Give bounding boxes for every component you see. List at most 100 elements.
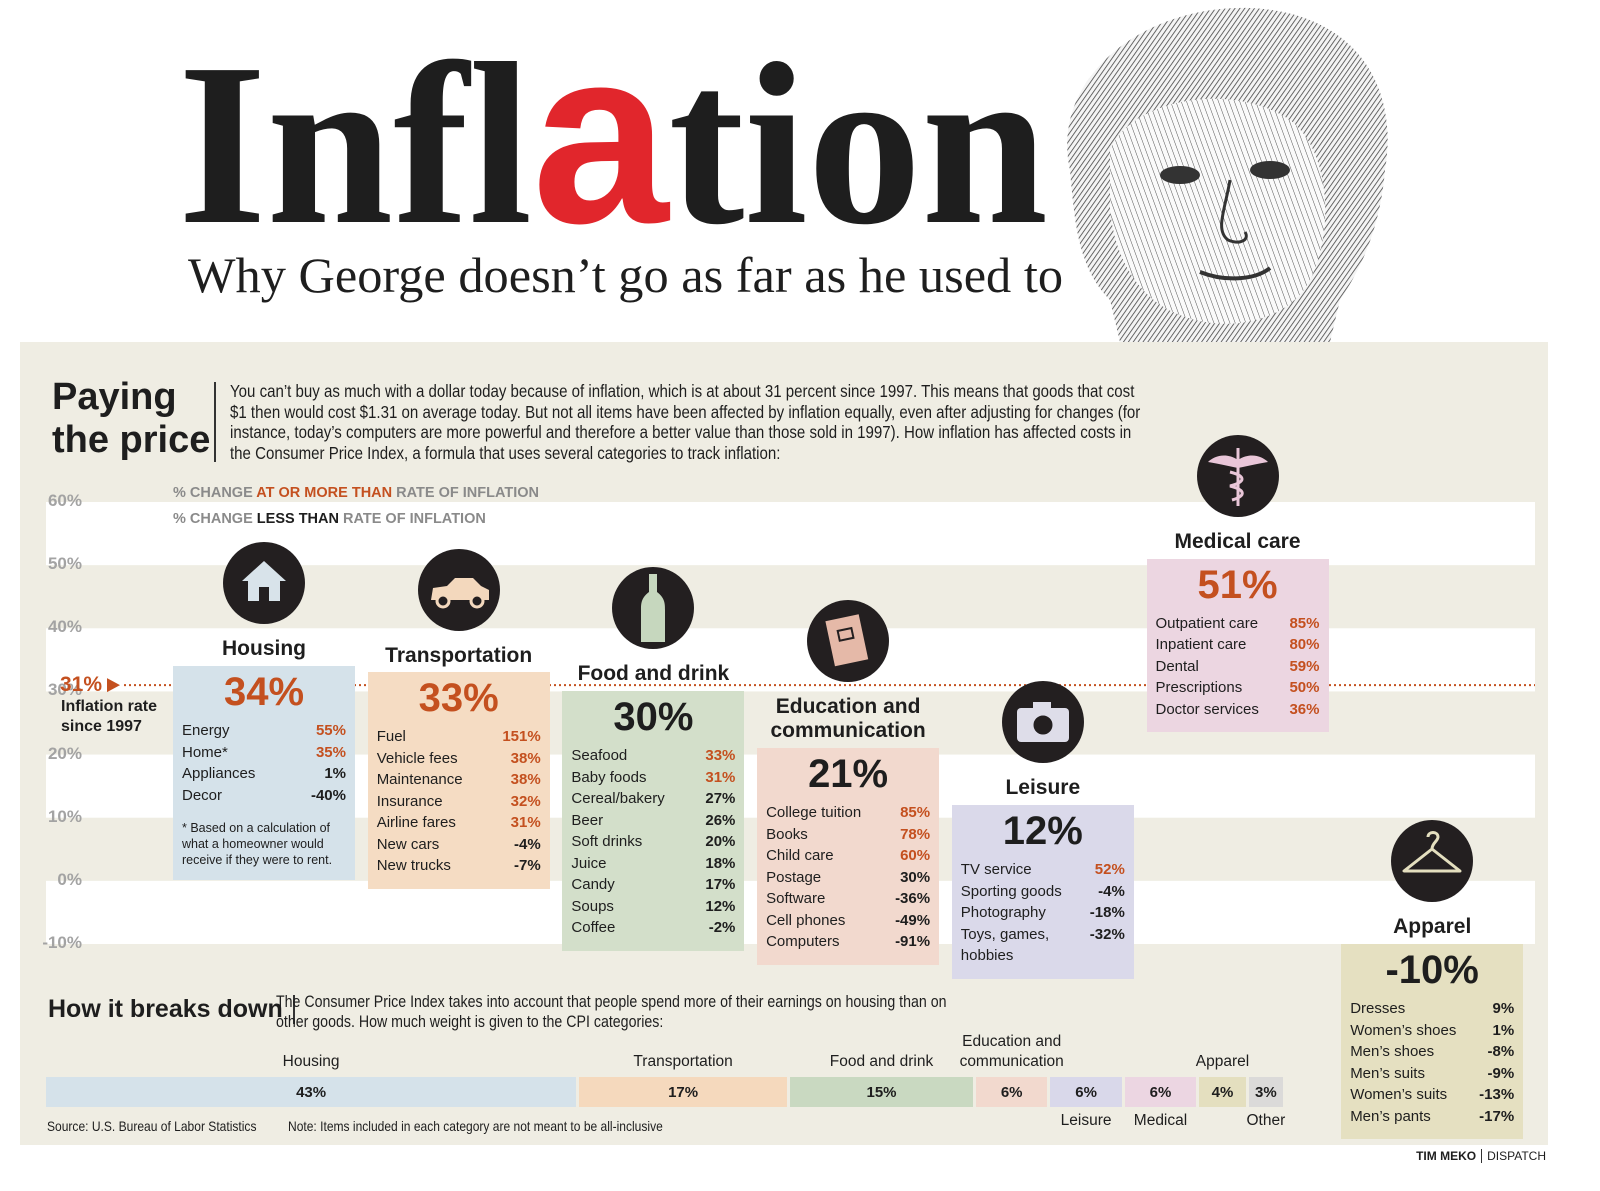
title: Inflation (178, 0, 1048, 275)
item-value: 27% (705, 790, 736, 808)
item-name: Juice (571, 854, 607, 872)
item-row: Beer 26% (571, 810, 735, 832)
legend-text: % CHANGE (173, 511, 257, 527)
breakdown-segment: 6% (1124, 1077, 1197, 1107)
item-value: -32% (1089, 925, 1125, 943)
item-value: 78% (900, 825, 931, 843)
item-value: 59% (1289, 657, 1320, 675)
item-row: Outpatient care 85% (1156, 613, 1320, 635)
item-value: 80% (1289, 636, 1320, 654)
segment-name: Food and drink (829, 1053, 934, 1070)
segment-name: Education and communication (959, 1033, 1064, 1070)
category-value: 12% (1002, 809, 1083, 854)
icon-shape (1229, 470, 1244, 502)
breakdown-text: The Consumer Price Index takes into acco… (276, 993, 947, 1031)
segment-name: Leisure (1060, 1112, 1112, 1129)
y-tick-label: 40% (47, 617, 82, 637)
item-row: Fuel 151% (377, 726, 541, 748)
segment-value: 15% (866, 1083, 897, 1101)
header-art: Inflation Why George doesn’t go as far a… (178, 0, 1388, 342)
item-row: Insurance 32% (377, 791, 541, 813)
item-row: Doctor services 36% (1156, 699, 1320, 721)
item-value: -7% (514, 857, 541, 875)
category-header: Leisure (937, 680, 1149, 800)
item-row: Energy 55% (182, 720, 346, 742)
legend-text: LESS THAN (256, 511, 339, 527)
item-name: Fuel (376, 728, 406, 746)
category-name: Food and drink (577, 662, 730, 686)
category-name: Transportation (385, 643, 533, 667)
item-value: 20% (705, 833, 736, 851)
segment-name: Housing (282, 1053, 340, 1070)
item-row: Software -36% (766, 888, 930, 910)
reference-arrow (107, 678, 120, 693)
item-row: Postage 30% (766, 867, 930, 889)
item-value: 33% (705, 747, 736, 765)
item-name: New trucks (376, 857, 451, 875)
segment-value: 3% (1255, 1083, 1277, 1101)
category-card: 12% TV service 52% Sporting goods -4% Photogr… (951, 805, 1134, 979)
item-row: Prescriptions 50% (1156, 677, 1320, 699)
item-value: 60% (900, 847, 931, 865)
item-name: Baby foods (571, 768, 647, 786)
divider (214, 382, 216, 462)
item-row: Sporting goods -4% (961, 881, 1125, 903)
item-value: 151% (502, 728, 541, 746)
item-value: 26% (705, 811, 736, 829)
category-value: 21% (808, 752, 889, 797)
item-row: Men’s suits -9% (1350, 1063, 1514, 1085)
item-value: 18% (705, 854, 736, 872)
category-name: Apparel (1393, 915, 1472, 938)
item-name: Child care (766, 847, 834, 865)
y-tick-label: 10% (47, 806, 82, 826)
breakdown-segment: 43% (46, 1077, 577, 1107)
category-card: -10% Dresses 9% Women’s shoes 1% Men’s shoes -… (1341, 944, 1524, 1139)
segment-value: 17% (668, 1083, 699, 1101)
icon-shape (1402, 831, 1462, 873)
item-value: -36% (895, 890, 931, 908)
item-row: Cell phones -49% (766, 910, 930, 932)
y-tick-label: 30% (47, 680, 82, 700)
item-name: Books (766, 825, 808, 843)
intro-text: You can’t buy as much with a dollar toda… (230, 381, 1141, 463)
title-start: Infl (178, 16, 532, 273)
reference-text: Inflation rate since 1997 (61, 698, 158, 736)
item-row: Women’s shoes 1% (1350, 1020, 1514, 1042)
icon-shape (1032, 702, 1051, 711)
category-icon (612, 567, 695, 650)
item-row: Coffee -2% (571, 917, 735, 939)
item-name: Photography (960, 904, 1046, 922)
item-row: Child care 60% (766, 845, 930, 867)
category-note: * Based on a calculation of what a homeo… (182, 821, 333, 868)
item-name: Soft drinks (571, 833, 643, 851)
item-row: Airline fares 31% (377, 812, 541, 834)
item-value: 12% (705, 897, 736, 915)
segment-name: Apparel (1195, 1053, 1250, 1070)
legend-text: RATE OF INFLATION (392, 485, 539, 501)
title-highlight: a (532, 0, 670, 275)
item-name: Outpatient care (1155, 614, 1259, 632)
category-value: 51% (1197, 562, 1278, 607)
item-name: Toys, games, hobbies (960, 925, 1050, 965)
item-value: -17% (1479, 1107, 1515, 1125)
category-icon (1391, 820, 1474, 902)
segment-value: 4% (1211, 1083, 1234, 1101)
category-icon (1001, 681, 1084, 764)
item-row: Vehicle fees 38% (377, 748, 541, 770)
item-row: Toys, games, hobbies -32% (961, 924, 1125, 967)
category-header: Housing (158, 541, 370, 661)
icon-shape (242, 561, 286, 602)
item-value: 38% (510, 771, 541, 789)
icon-shape (259, 587, 269, 602)
category-name: Housing (222, 637, 306, 661)
item-name: Insurance (376, 792, 443, 810)
category-header: Education and communication (742, 599, 954, 743)
segment-value: 6% (1000, 1083, 1023, 1101)
y-tick-label: -10% (42, 933, 82, 952)
item-name: Airline fares (376, 814, 456, 832)
item-name: Dresses (1350, 1000, 1406, 1017)
item-value: 31% (510, 814, 541, 832)
icon-circle (1391, 820, 1474, 902)
item-name: Men’s pants (1350, 1107, 1431, 1125)
item-value: 1% (324, 765, 346, 783)
